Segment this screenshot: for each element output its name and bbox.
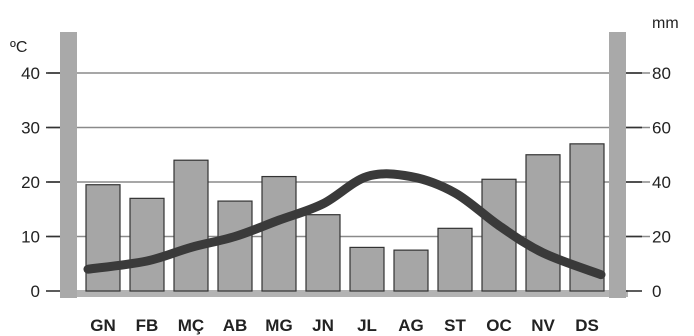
month-label-DS: DS	[575, 316, 599, 335]
right-wall	[609, 32, 626, 298]
precipitation-bar-AG	[393, 249, 429, 292]
precipitation-bar-NV	[525, 154, 561, 292]
right-axis-unit: mm	[652, 15, 679, 32]
month-label-JN: JN	[312, 316, 334, 335]
left-tick-label: 10	[21, 228, 40, 247]
month-label-AB: AB	[223, 316, 248, 335]
temperature-curve	[83, 169, 606, 280]
right-tick-label: 0	[652, 282, 661, 301]
left-tick-label: 20	[21, 173, 40, 192]
chart-frame	[60, 32, 626, 298]
precipitation-bar-AB	[217, 200, 253, 292]
left-axis-unit: ºC	[10, 39, 27, 56]
precipitation-bar-ST	[437, 227, 473, 292]
precipitation-bar-MÇ	[173, 159, 209, 292]
month-labels: GN FB MÇ AB MG JN JL AG ST OC NV DS	[90, 316, 599, 335]
left-wall	[60, 32, 77, 298]
precipitation-bar-GN	[85, 184, 121, 292]
left-tick-label: 40	[21, 64, 40, 83]
precipitation-bars	[85, 143, 605, 292]
precipitation-bar-MG	[261, 175, 297, 292]
temperature-line	[83, 169, 606, 280]
right-tick-label: 20	[652, 228, 671, 247]
month-label-AG: AG	[398, 316, 424, 335]
month-label-MÇ: MÇ	[178, 316, 204, 335]
precipitation-bar-FB	[129, 197, 165, 292]
month-label-JL: JL	[357, 316, 377, 335]
month-label-OC: OC	[486, 316, 512, 335]
precipitation-bar-JN	[305, 214, 341, 292]
right-axis-ticks: 0 20 40 60 80	[626, 64, 671, 301]
month-label-MG: MG	[265, 316, 292, 335]
month-label-GN: GN	[90, 316, 116, 335]
month-label-FB: FB	[136, 316, 159, 335]
right-tick-label: 40	[652, 173, 671, 192]
base-band	[60, 290, 628, 297]
month-label-ST: ST	[444, 316, 466, 335]
left-tick-label: 30	[21, 119, 40, 138]
month-label-NV: NV	[531, 316, 555, 335]
right-tick-label: 60	[652, 119, 671, 138]
precipitation-bar-JL	[349, 246, 385, 292]
left-axis-ticks: 0 10 20 30 40	[21, 64, 60, 301]
right-tick-label: 80	[652, 64, 671, 83]
left-tick-label: 0	[31, 282, 40, 301]
